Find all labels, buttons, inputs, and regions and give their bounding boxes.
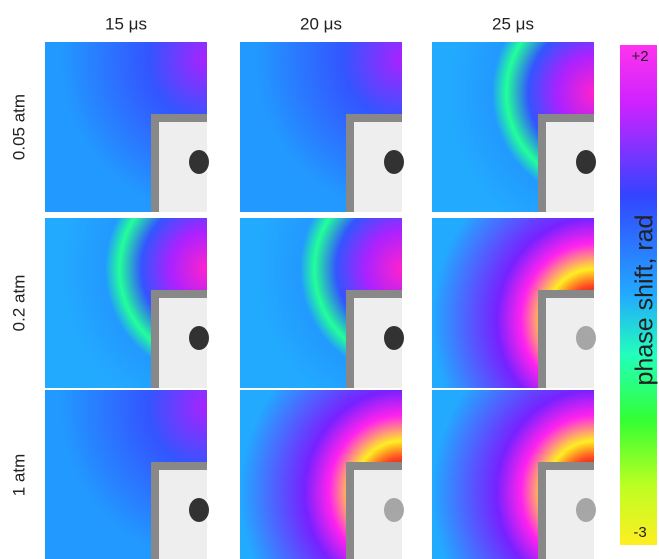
inset-blob bbox=[576, 498, 596, 522]
column-header: 25 μs bbox=[492, 14, 534, 33]
inset-blob bbox=[384, 150, 404, 174]
colorbar-label: phase shift, rad bbox=[631, 215, 659, 386]
row-label: 1 atm bbox=[9, 454, 28, 497]
column-header: 15 μs bbox=[105, 14, 147, 33]
figure: phase shift, rad 15 μs 20 μs 25 μs 0.05 atm… bbox=[0, 0, 659, 559]
inset-blob bbox=[384, 326, 404, 350]
inset-blob bbox=[189, 326, 209, 350]
row-label: 0.2 atm bbox=[9, 275, 28, 332]
inset-blob bbox=[576, 150, 596, 174]
inset-blob bbox=[189, 498, 209, 522]
colorbar-tick-label: +2 bbox=[631, 48, 648, 65]
column-header: 20 μs bbox=[300, 14, 342, 33]
row-label: 0.05 atm bbox=[9, 94, 28, 160]
inset-blob bbox=[576, 326, 596, 350]
inset-blob bbox=[384, 498, 404, 522]
inset-blob bbox=[189, 150, 209, 174]
colorbar-tick-label: -3 bbox=[633, 524, 646, 541]
